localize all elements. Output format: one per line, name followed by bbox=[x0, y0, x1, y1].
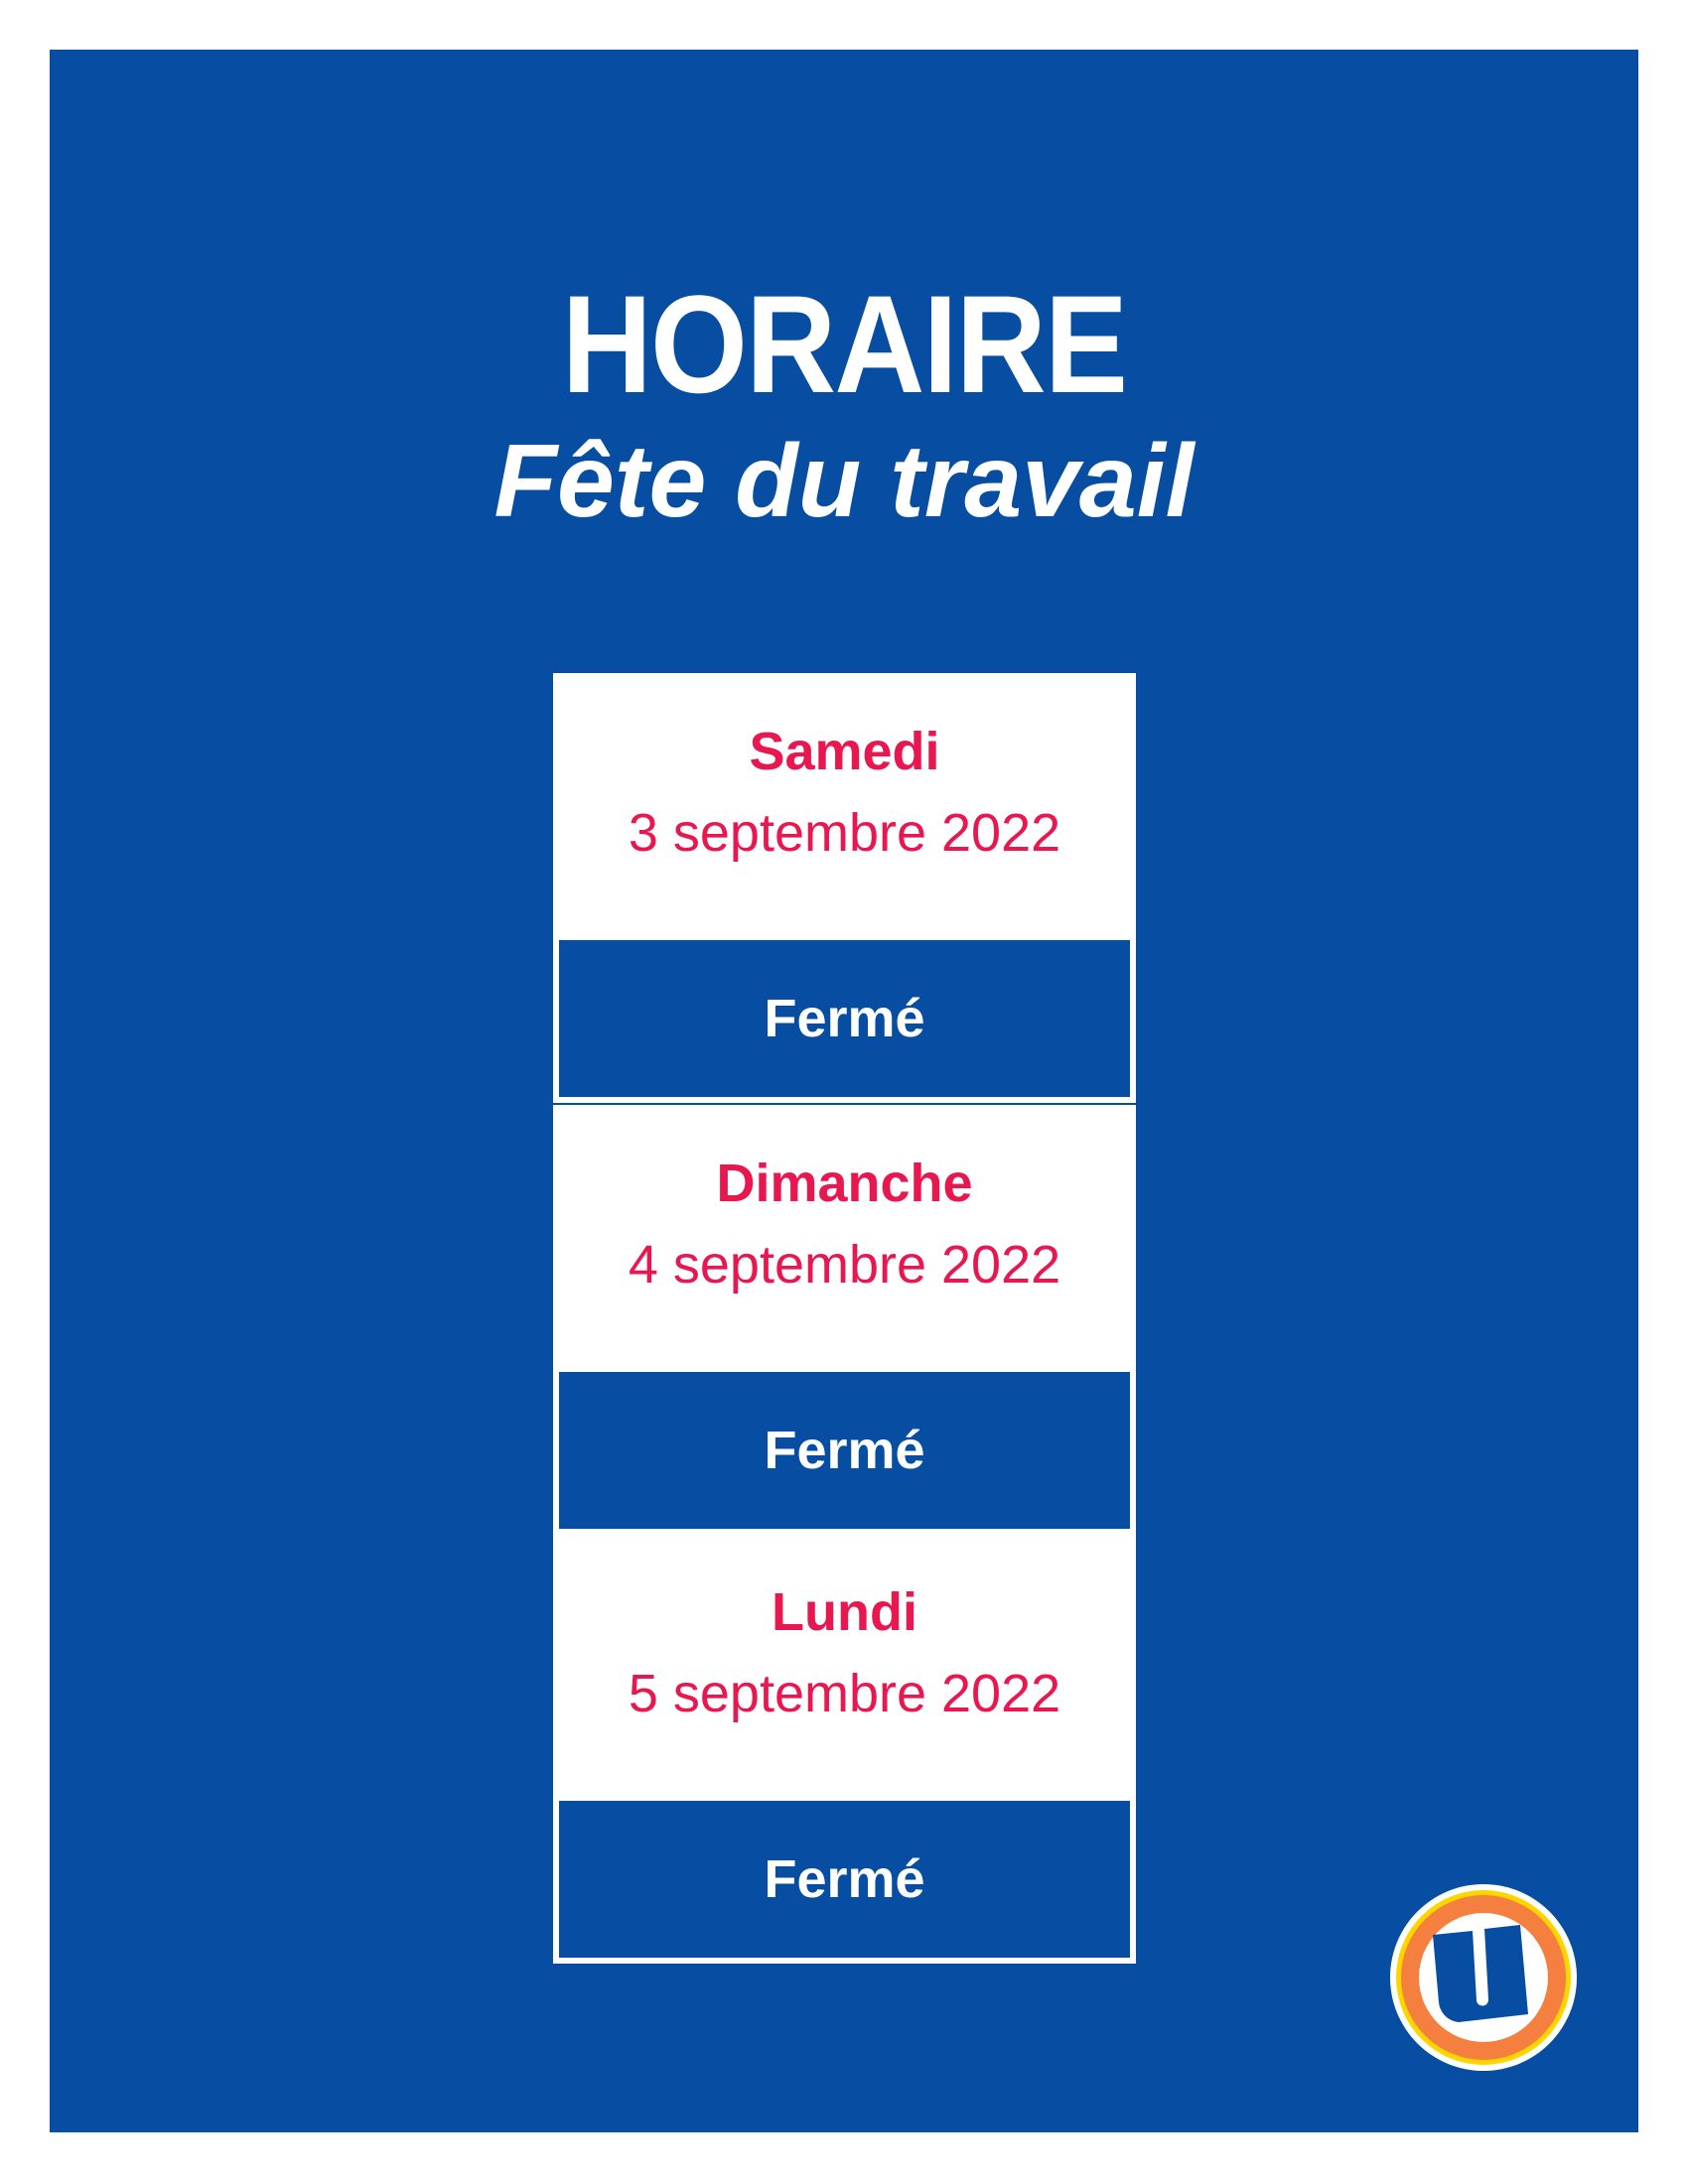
status-badge: Fermé bbox=[559, 1372, 1130, 1529]
u-logo-icon bbox=[1390, 1884, 1577, 2071]
day-date: 3 septembre 2022 bbox=[628, 803, 1061, 863]
day-name: Dimanche bbox=[716, 1154, 973, 1213]
day-name: Samedi bbox=[749, 722, 940, 781]
day-name: Lundi bbox=[772, 1582, 917, 1642]
page-subtitle: Fête du travail bbox=[493, 424, 1195, 539]
day-date: 4 septembre 2022 bbox=[628, 1235, 1061, 1295]
day-card-monday: Lundi 5 septembre 2022 Fermé bbox=[553, 1534, 1136, 1964]
day-date: 5 septembre 2022 bbox=[628, 1664, 1061, 1723]
page-title: HORAIRE bbox=[561, 266, 1128, 422]
status-badge: Fermé bbox=[559, 1801, 1130, 1958]
status-badge: Fermé bbox=[559, 940, 1130, 1097]
day-card-sunday: Dimanche 4 septembre 2022 Fermé bbox=[553, 1105, 1136, 1535]
day-card-saturday: Samedi 3 septembre 2022 Fermé bbox=[553, 673, 1136, 1103]
